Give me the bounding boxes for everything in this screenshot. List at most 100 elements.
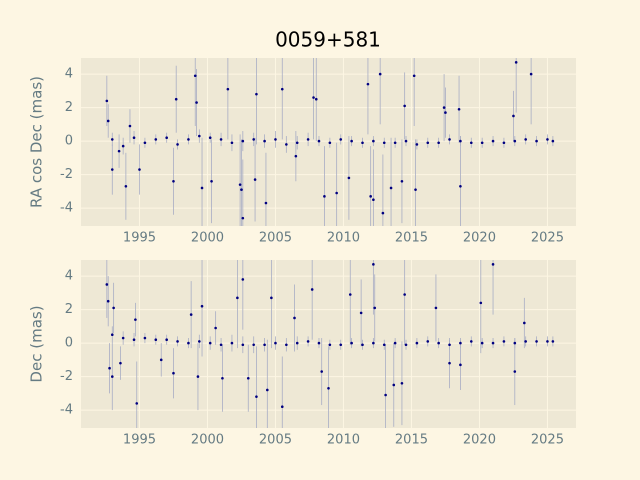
x-tick-label: 2020 [463, 433, 496, 448]
data-point [392, 383, 396, 387]
data-point [339, 138, 343, 141]
data-point [491, 341, 495, 345]
x-tick-label: 2000 [191, 231, 224, 246]
data-point [384, 393, 387, 397]
data-point [372, 341, 375, 345]
data-point [295, 141, 299, 145]
data-point [208, 341, 212, 345]
data-point [361, 141, 364, 145]
y-tick-label: 0 [65, 336, 73, 351]
data-point [403, 293, 406, 296]
data-point [210, 179, 213, 183]
data-point [320, 370, 324, 373]
data-point [404, 139, 408, 143]
data-point [105, 283, 109, 286]
data-point [172, 179, 175, 183]
data-point [459, 139, 462, 143]
data-point [198, 340, 201, 343]
data-point [143, 336, 147, 340]
y-axis-label: Dec (mas) [28, 305, 46, 382]
y-tick-label: 4 [65, 269, 73, 284]
data-point [214, 326, 217, 330]
data-point [382, 343, 386, 347]
x-tick-label: 2015 [395, 433, 428, 448]
x-tick-label: 2025 [531, 433, 564, 448]
data-point [348, 293, 352, 296]
data-point [310, 288, 314, 291]
data-point [529, 72, 533, 76]
y-tick-label: 4 [65, 67, 73, 82]
data-point [238, 183, 242, 186]
data-point [350, 139, 353, 143]
data-point [285, 343, 288, 347]
data-point [448, 138, 451, 141]
data-point [110, 375, 114, 378]
data-point [415, 341, 419, 345]
data-point [187, 138, 190, 141]
data-point [393, 141, 397, 145]
data-point [128, 124, 132, 128]
y-tick-label: 0 [65, 134, 73, 149]
data-point [502, 141, 506, 145]
data-point [514, 61, 518, 64]
data-point [219, 138, 223, 141]
y-tick-label: -2 [60, 167, 73, 182]
data-point [230, 141, 234, 145]
data-point [117, 149, 121, 153]
data-point [361, 343, 364, 347]
data-point [523, 321, 526, 325]
data-point [491, 139, 495, 143]
data-point [208, 136, 212, 140]
data-point [252, 138, 256, 141]
data-point [241, 343, 245, 347]
data-point [442, 106, 446, 109]
y-tick-label: 2 [65, 100, 73, 115]
data-point [226, 87, 230, 91]
x-tick-label: 2015 [395, 231, 428, 246]
data-point [480, 341, 484, 345]
chart-title: 0059+581 [275, 28, 381, 52]
data-point [513, 370, 517, 373]
data-point [306, 138, 310, 141]
data-point [241, 278, 245, 281]
y-tick-label: -2 [60, 369, 73, 384]
data-point [502, 340, 506, 343]
data-point [317, 341, 321, 345]
data-point [172, 371, 175, 375]
data-point [110, 138, 114, 141]
data-point [106, 299, 110, 303]
data-point [165, 338, 168, 342]
data-point [266, 388, 269, 392]
data-point [459, 363, 462, 367]
plot-area [81, 58, 576, 226]
data-point [196, 375, 200, 378]
data-point [246, 376, 250, 380]
data-point [241, 216, 245, 220]
data-point [414, 188, 417, 191]
data-point [457, 107, 461, 111]
data-point [524, 138, 527, 141]
data-point [285, 143, 288, 146]
data-point [189, 313, 193, 316]
x-tick-label: 1995 [123, 231, 156, 246]
data-point [121, 336, 125, 340]
data-point [132, 338, 136, 342]
data-point [359, 311, 363, 315]
data-point [535, 340, 538, 343]
data-point [293, 316, 296, 320]
data-point [280, 87, 284, 91]
data-point [110, 168, 114, 171]
data-point [366, 82, 370, 86]
data-point [469, 340, 473, 343]
data-point [132, 136, 136, 140]
data-point [434, 306, 438, 310]
data-point [187, 341, 190, 345]
data-point [412, 74, 416, 78]
data-point [400, 179, 404, 183]
data-point [108, 366, 111, 370]
data-point [176, 143, 179, 146]
data-point [306, 340, 310, 343]
data-point [381, 211, 385, 215]
data-point [373, 306, 377, 310]
x-tick-label: 2010 [327, 231, 360, 246]
